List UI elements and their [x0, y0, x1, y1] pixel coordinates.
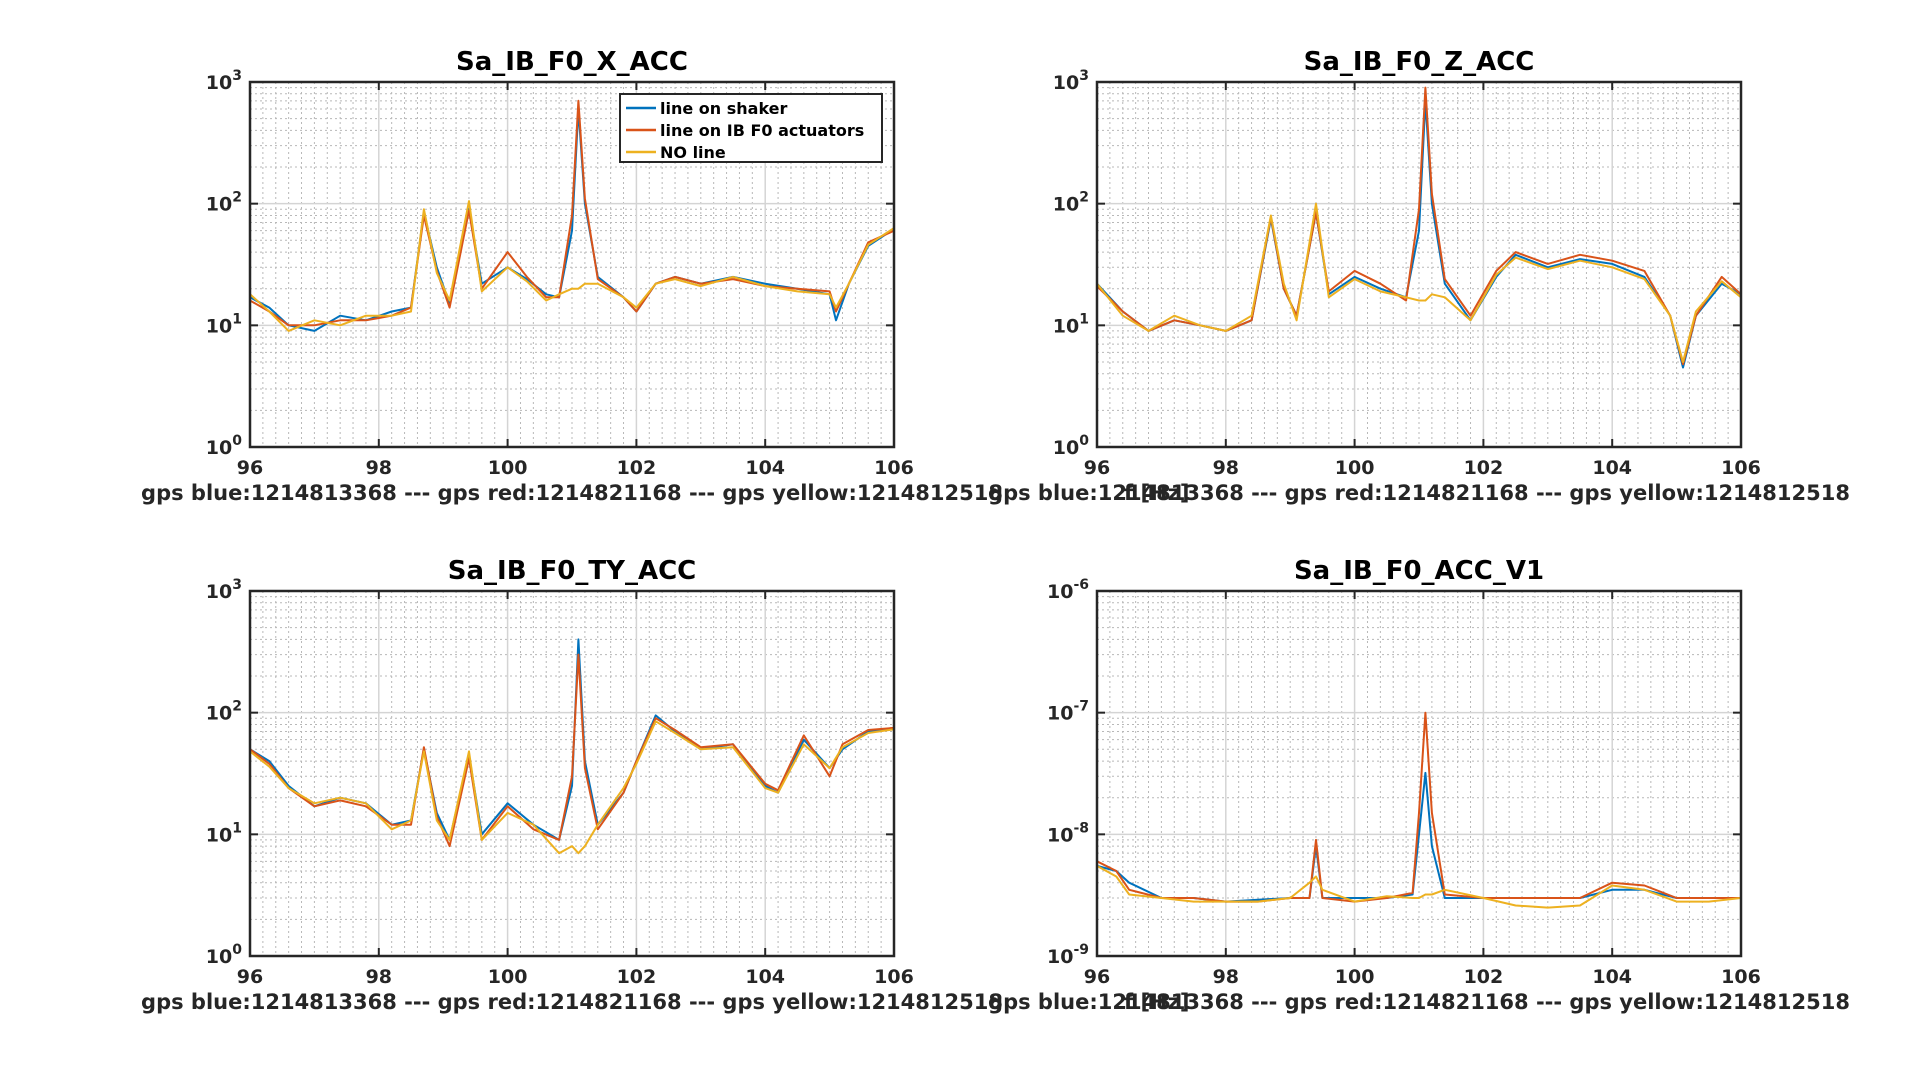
- x-tick-label: 100: [1335, 457, 1375, 479]
- y-tick-label: 102: [206, 190, 242, 216]
- y-tick-label: 10-7: [1047, 699, 1089, 725]
- x-tick-label: 106: [874, 457, 914, 479]
- series-line-2: [249, 99, 895, 327]
- x-tick-label: 98: [366, 457, 392, 479]
- subplot-4: 96 98 100 102 104 106 10-9 10-8 10-7 10-6 Sa_IB_F0…: [988, 556, 1850, 1014]
- x-tick-label: 106: [874, 966, 914, 988]
- x-tick-label: 96: [1084, 966, 1110, 988]
- axes-box: [248, 589, 896, 958]
- series-line-2: [1096, 711, 1741, 903]
- x-tick-label: 102: [1464, 457, 1504, 479]
- y-tick-label: 102: [1053, 190, 1089, 216]
- x-tick-label: 98: [366, 966, 392, 988]
- y-tick-label: 103: [206, 68, 242, 94]
- subplot-3: 96 98 100 102 104 106 100 101 102 103 Sa_IB_F0_TY_…: [141, 556, 1189, 1014]
- x-tick-label: 106: [1721, 457, 1761, 479]
- y-tick-label: 10-8: [1047, 820, 1089, 846]
- y-tick-label: 10-9: [1047, 942, 1089, 968]
- axes-box: [1095, 80, 1743, 449]
- x-axis-unit-label: f [Hz]: [1124, 990, 1189, 1014]
- series-line-3: [1096, 202, 1742, 363]
- x-tick-label: 104: [1592, 457, 1632, 479]
- x-tick-label: 102: [617, 457, 657, 479]
- axes-box: [1095, 589, 1743, 958]
- series-line-3: [1096, 865, 1742, 909]
- legend-label-2: line on IB F0 actuators: [660, 121, 864, 140]
- y-tick-label: 10-6: [1047, 577, 1089, 603]
- subplot-1: 96 98 100 102 104 106 100 101 102 103 Sa_IB_F0_X_A…: [141, 47, 1189, 505]
- x-axis-label: gps blue:1214813368 --- gps red:12148211…: [988, 481, 1850, 505]
- x-tick-label: 104: [745, 457, 785, 479]
- axes-box: [248, 80, 896, 449]
- y-tick-label: 100: [1053, 433, 1089, 459]
- y-tick-label: 101: [1053, 311, 1089, 337]
- y-tick-label: 100: [206, 433, 242, 459]
- y-tick-label: 102: [206, 699, 242, 725]
- x-axis-unit-label: f [Hz]: [1124, 481, 1189, 505]
- x-tick-label: 102: [617, 966, 657, 988]
- chart-title: Sa_IB_F0_ACC_V1: [1294, 556, 1544, 586]
- x-tick-label: 96: [237, 457, 263, 479]
- x-tick-label: 102: [1464, 966, 1504, 988]
- x-tick-label: 98: [1213, 966, 1239, 988]
- x-tick-label: 104: [745, 966, 785, 988]
- legend-label-3: NO line: [660, 143, 726, 162]
- x-tick-label: 96: [1084, 457, 1110, 479]
- x-axis-label: gps blue:1214813368 --- gps red:12148211…: [988, 990, 1850, 1014]
- y-tick-label: 103: [1053, 68, 1089, 94]
- y-tick-label: 101: [206, 820, 242, 846]
- x-tick-label: 98: [1213, 457, 1239, 479]
- x-tick-label: 104: [1592, 966, 1632, 988]
- series-line-3: [249, 720, 895, 855]
- legend-box: [619, 93, 883, 163]
- series-line-3: [249, 200, 895, 332]
- subplot-2: 96 98 100 102 104 106 100 101 102 103 Sa_IB_F0_Z_A…: [988, 47, 1850, 505]
- x-tick-label: 100: [488, 457, 528, 479]
- x-tick-label: 106: [1721, 966, 1761, 988]
- x-tick-label: 100: [488, 966, 528, 988]
- y-tick-label: 103: [206, 577, 242, 603]
- y-tick-label: 101: [206, 311, 242, 337]
- x-axis-label: gps blue:1214813368 --- gps red:12148211…: [141, 990, 1003, 1014]
- legend: line on shaker line on IB F0 actuators NO …: [619, 93, 883, 163]
- x-tick-label: 100: [1335, 966, 1375, 988]
- y-tick-label: 100: [206, 942, 242, 968]
- legend-label-1: line on shaker: [660, 99, 788, 118]
- chart-title: Sa_IB_F0_Z_ACC: [1304, 47, 1535, 77]
- chart-title: Sa_IB_F0_TY_ACC: [448, 556, 696, 586]
- x-axis-label: gps blue:1214813368 --- gps red:12148211…: [141, 481, 1003, 505]
- chart-title: Sa_IB_F0_X_ACC: [456, 47, 688, 77]
- x-tick-label: 96: [237, 966, 263, 988]
